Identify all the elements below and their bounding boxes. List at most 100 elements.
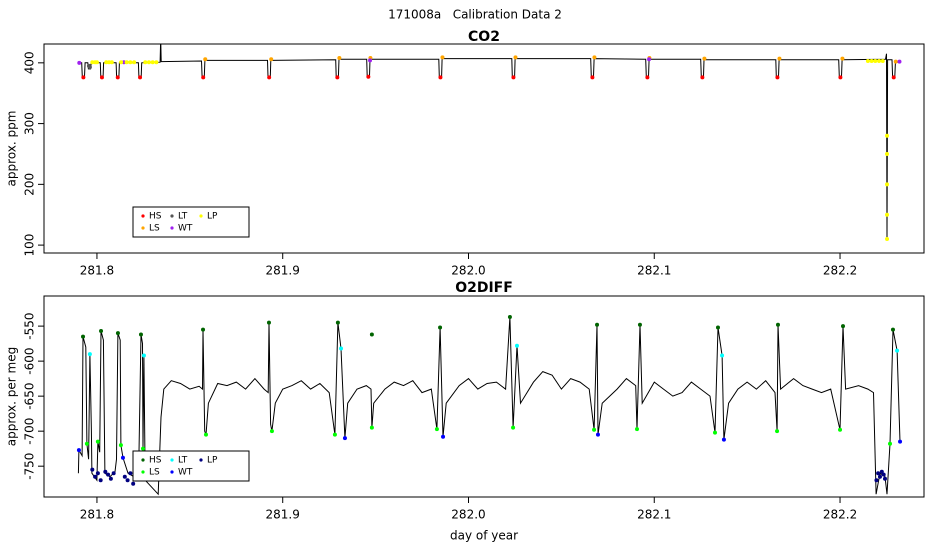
- calibration-point: [438, 325, 443, 330]
- calibration-point: [368, 58, 373, 63]
- calibration-point: [90, 60, 95, 65]
- calibration-point: [339, 346, 344, 351]
- calibration-point: [840, 56, 845, 61]
- calibration-point: [76, 448, 81, 453]
- calibration-point: [132, 60, 137, 65]
- calibration-point: [841, 324, 846, 329]
- calibration-point: [87, 65, 92, 70]
- calibration-point: [118, 443, 123, 448]
- y-tick-label: 400: [23, 51, 37, 74]
- calibration-point: [94, 60, 99, 65]
- x-tick-label: 282.1: [637, 508, 671, 522]
- calibration-point: [882, 476, 887, 481]
- calibration-point: [125, 478, 130, 483]
- calibration-point: [366, 74, 371, 79]
- calibration-point: [128, 60, 133, 65]
- x-tick-label: 282.2: [823, 508, 857, 522]
- calibration-point: [269, 429, 274, 434]
- calibration-point: [890, 327, 895, 332]
- calibration-point: [885, 182, 890, 187]
- calibration-point: [514, 343, 519, 348]
- legend-marker: [141, 470, 145, 474]
- calibration-point: [95, 471, 100, 476]
- calibration-point: [881, 472, 886, 477]
- calibration-point: [874, 478, 879, 483]
- calibration-point: [81, 75, 86, 80]
- legend-label: HS: [149, 212, 162, 222]
- legend-marker: [199, 214, 203, 218]
- calibration-point: [150, 60, 155, 65]
- calibration-point: [146, 60, 151, 65]
- legend-marker: [141, 226, 145, 230]
- x-tick-label: 281.9: [266, 264, 300, 278]
- calibration-point: [93, 474, 98, 479]
- legend-label: HS: [149, 456, 162, 466]
- legend-label: LT: [178, 456, 188, 466]
- legend-marker: [170, 214, 174, 218]
- calibration-point: [775, 429, 780, 434]
- calibration-point: [511, 425, 516, 430]
- calibration-point: [138, 332, 143, 337]
- calibration-point: [121, 60, 126, 65]
- calibration-point: [434, 427, 439, 432]
- y-tick-label: -600: [23, 348, 37, 375]
- calibration-point: [895, 348, 900, 353]
- calibration-point: [95, 439, 100, 444]
- calibration-point: [138, 75, 143, 80]
- calibration-point: [201, 327, 206, 332]
- x-tick-label: 281.8: [80, 508, 114, 522]
- chart-title: O2DIFF: [455, 280, 513, 296]
- calibration-point: [81, 334, 86, 339]
- legend-label: LP: [207, 212, 218, 222]
- legend-label: LT: [178, 212, 188, 222]
- calibration-point: [201, 75, 206, 80]
- calibration-point: [885, 237, 890, 242]
- y-tick-label: -550: [23, 312, 37, 339]
- x-tick-label: 281.8: [80, 264, 114, 278]
- calibration-point: [513, 55, 518, 60]
- y-axis-label: approx. per meg: [5, 347, 19, 446]
- calibration-point: [335, 75, 340, 80]
- y-tick-label: -650: [23, 383, 37, 410]
- legend-marker: [141, 214, 145, 218]
- calibration-point: [203, 57, 208, 62]
- legend-label: LS: [149, 468, 160, 478]
- calibration-point: [440, 55, 445, 60]
- calibration-point: [595, 432, 600, 437]
- legend-label: LS: [149, 224, 160, 234]
- calibration-point: [592, 427, 597, 432]
- calibration-point: [891, 75, 896, 80]
- calibration-point: [838, 427, 843, 432]
- plot-frame: [43, 43, 925, 254]
- calibration-point: [721, 437, 726, 442]
- legend-box: [132, 206, 250, 238]
- y-tick-label: 300: [23, 112, 37, 135]
- legend-box: [132, 450, 250, 482]
- calibration-point: [87, 352, 92, 357]
- calibration-point: [873, 59, 878, 64]
- legend-marker: [141, 458, 145, 462]
- calibration-point: [897, 59, 902, 64]
- calibration-point: [335, 320, 340, 325]
- legend-marker: [170, 470, 174, 474]
- calibration-point: [106, 472, 111, 477]
- calibration-point: [124, 60, 129, 65]
- calibration-point: [84, 441, 89, 446]
- calibration-point: [877, 474, 882, 479]
- calibration-point: [141, 353, 146, 358]
- calibration-point: [637, 322, 642, 327]
- calibration-point: [700, 75, 705, 80]
- calibration-point: [98, 478, 103, 483]
- calibration-point: [128, 471, 133, 476]
- calibration-point: [647, 57, 652, 62]
- calibration-point: [369, 425, 374, 430]
- calibration-point: [104, 60, 109, 65]
- calibration-point: [267, 75, 272, 80]
- calibration-point: [885, 133, 890, 138]
- calibration-point: [880, 59, 885, 64]
- calibration-point: [131, 481, 136, 486]
- calibration-point: [511, 75, 516, 80]
- calibration-point: [369, 332, 374, 337]
- calibration-point: [720, 353, 725, 358]
